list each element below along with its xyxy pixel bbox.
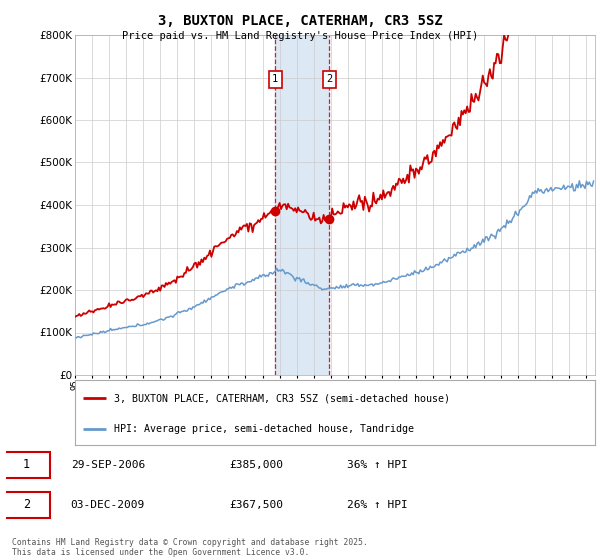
Text: 2: 2	[326, 74, 332, 84]
Text: £385,000: £385,000	[229, 460, 283, 470]
Text: 3, BUXTON PLACE, CATERHAM, CR3 5SZ (semi-detached house): 3, BUXTON PLACE, CATERHAM, CR3 5SZ (semi…	[114, 393, 450, 403]
Text: £367,500: £367,500	[229, 500, 283, 510]
FancyBboxPatch shape	[3, 492, 50, 518]
Text: Price paid vs. HM Land Registry's House Price Index (HPI): Price paid vs. HM Land Registry's House …	[122, 31, 478, 41]
Text: HPI: Average price, semi-detached house, Tandridge: HPI: Average price, semi-detached house,…	[114, 424, 414, 434]
Text: 03-DEC-2009: 03-DEC-2009	[71, 500, 145, 510]
Text: 2: 2	[23, 498, 30, 511]
Text: 26% ↑ HPI: 26% ↑ HPI	[347, 500, 408, 510]
Text: 36% ↑ HPI: 36% ↑ HPI	[347, 460, 408, 470]
Text: 3, BUXTON PLACE, CATERHAM, CR3 5SZ: 3, BUXTON PLACE, CATERHAM, CR3 5SZ	[158, 14, 442, 28]
Text: 29-SEP-2006: 29-SEP-2006	[71, 460, 145, 470]
Bar	[275, 35, 329, 375]
Text: 1: 1	[23, 459, 30, 472]
FancyBboxPatch shape	[3, 452, 50, 478]
Text: Contains HM Land Registry data © Crown copyright and database right 2025.
This d: Contains HM Land Registry data © Crown c…	[12, 538, 368, 557]
Text: 1: 1	[272, 74, 278, 84]
